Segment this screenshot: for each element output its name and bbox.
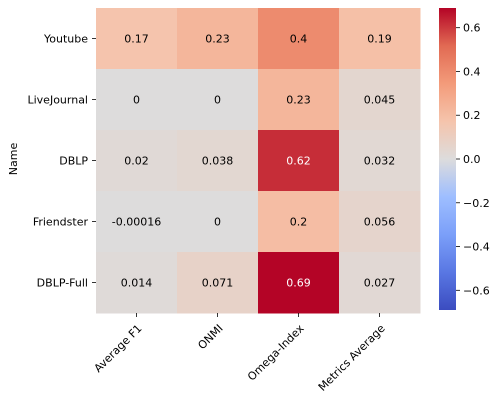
heatmap-cell [177, 69, 259, 131]
cell-value-label: 0.045 [364, 94, 396, 107]
y-axis-title: Name [7, 143, 20, 176]
heatmap-cell [339, 130, 421, 192]
cell-value-label: 0 [214, 216, 221, 229]
cell-value-label: 0.17 [124, 33, 149, 46]
cell-value-label: 0.2 [290, 216, 308, 229]
heatmap-cell [258, 191, 340, 253]
cell-value-label: 0.071 [202, 277, 234, 290]
heatmap-cell [177, 130, 259, 192]
cell-value-label: 0.038 [202, 155, 234, 168]
colorbar [439, 8, 456, 310]
heatmap-cell [96, 130, 178, 192]
heatmap-cell [339, 8, 421, 70]
colorbar-tick-label: 0.2 [463, 109, 481, 122]
cell-value-label: 0.19 [367, 33, 392, 46]
heatmap-cell [177, 252, 259, 314]
heatmap-cell [339, 69, 421, 131]
row-tick-label: Friendster [33, 216, 89, 229]
heatmap-cell [339, 191, 421, 253]
row-tick-label: DBLP [59, 155, 88, 168]
cell-value-label: 0.014 [121, 277, 153, 290]
heatmap-cell [96, 252, 178, 314]
column-tick-label: ONMI [195, 322, 225, 352]
heatmap-cell [258, 252, 340, 314]
colorbar-tick-label: 0.0 [463, 153, 481, 166]
row-tick-labels: Youtube LiveJournal DBLP Friendster DBLP-Ful… [27, 33, 96, 290]
colorbar-tick-label: −0.4 [463, 241, 490, 254]
cell-value-label: 0.23 [205, 33, 230, 46]
colorbar-tick-label: −0.2 [463, 197, 490, 210]
heatmap-cell [96, 69, 178, 131]
cell-value-label: 0.027 [364, 277, 396, 290]
heatmap-cell [96, 191, 178, 253]
colorbar-tick-label: 0.6 [463, 22, 481, 35]
cell-value-label: 0.69 [286, 277, 311, 290]
heatmap-cell [258, 8, 340, 70]
heatmap-cell [258, 130, 340, 192]
colorbar-tick-label: −0.6 [463, 284, 490, 297]
row-tick-label: DBLP-Full [37, 277, 88, 290]
cell-value-label: -0.00016 [112, 216, 161, 229]
cell-value-label: 0.62 [286, 155, 311, 168]
colorbar-ticks: 0.6 0.4 0.2 0.0 −0.2 −0.4 −0.6 [456, 22, 490, 297]
column-tick-labels: Average F1 ONMI Omega-Index Metrics Average [92, 313, 388, 394]
heatmap-cell [339, 252, 421, 314]
heatmap-cell-labels: 0.17 0.23 0.4 0.19 0 0 0.23 0.045 0.02 0.038 0.62 0… [112, 33, 395, 290]
column-tick-label: Omega-Index [245, 322, 307, 384]
heatmap-cells [96, 8, 421, 314]
cell-value-label: 0.032 [364, 155, 396, 168]
cell-value-label: 0.4 [290, 33, 308, 46]
colorbar-tick-label: 0.4 [463, 65, 481, 78]
cell-value-label: 0.02 [124, 155, 149, 168]
cell-value-label: 0.056 [364, 216, 396, 229]
cell-value-label: 0.23 [286, 94, 311, 107]
heatmap-cell [258, 69, 340, 131]
column-tick-label: Metrics Average [316, 322, 388, 394]
cell-value-label: 0 [214, 94, 221, 107]
column-tick-label: Average F1 [92, 322, 145, 375]
row-tick-label: LiveJournal [27, 94, 88, 107]
heatmap-cell [177, 8, 259, 70]
cell-value-label: 0 [133, 94, 140, 107]
heatmap-cell [96, 8, 178, 70]
heatmap-cell [177, 191, 259, 253]
row-tick-label: Youtube [43, 33, 88, 46]
